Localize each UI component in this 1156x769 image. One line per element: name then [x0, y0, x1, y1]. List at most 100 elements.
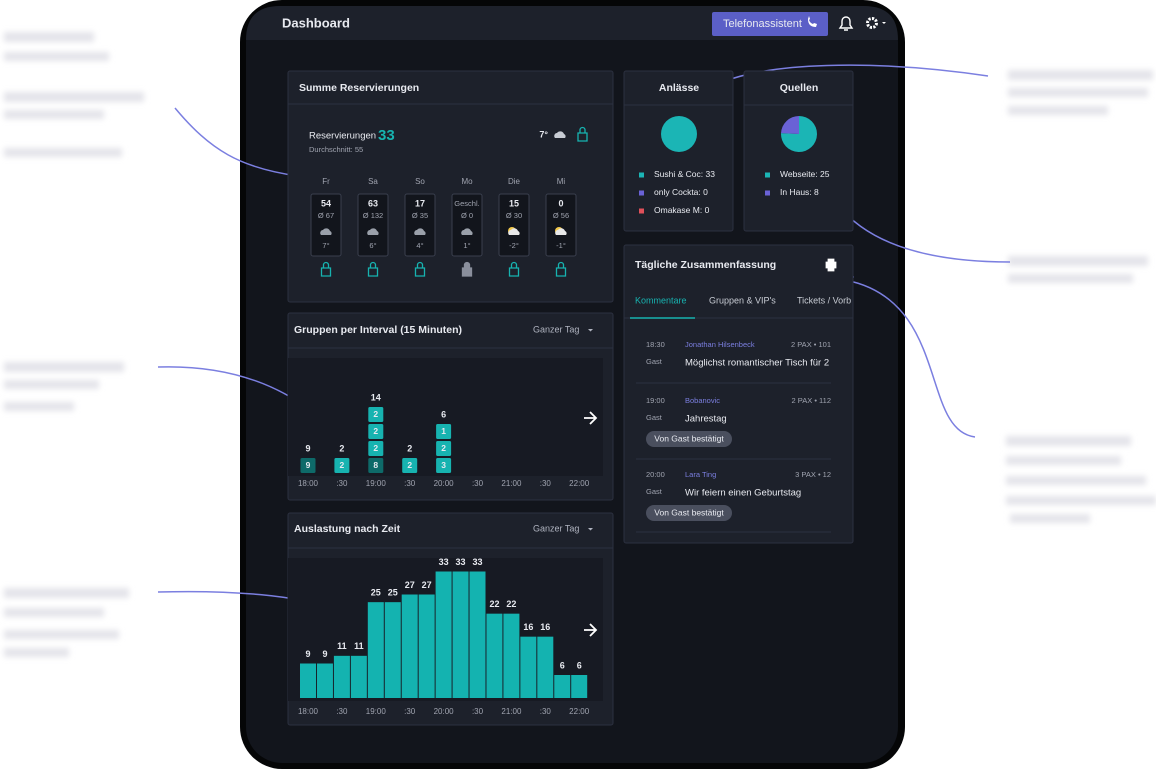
pie-slice: [781, 116, 799, 134]
lock-icon: [555, 261, 567, 277]
bar: [333, 655, 350, 698]
segment-label: 8: [373, 460, 378, 470]
day-label: Sa: [368, 177, 378, 186]
legend-name: Webseite: [780, 169, 816, 179]
bell-icon[interactable]: [838, 16, 854, 31]
segment-label: 3: [441, 460, 446, 470]
segment-label: 2: [441, 443, 446, 453]
role: Gast: [646, 487, 663, 496]
phone-button[interactable]: [712, 12, 828, 36]
legend-name: only Cockta: [654, 187, 699, 197]
value-label: 22: [506, 599, 516, 609]
temperature: -2°: [509, 241, 519, 250]
print-icon[interactable]: [825, 258, 837, 272]
legend-value: 0: [705, 205, 710, 215]
tab[interactable]: Kommentare: [635, 295, 687, 305]
legend-name: In Haus: [780, 187, 809, 197]
value-label: 11: [354, 641, 364, 651]
value-label: 25: [371, 588, 381, 598]
card-title: Gruppen per Interval (15 Minuten): [294, 324, 462, 336]
guest-name: Bobanovic: [685, 396, 720, 405]
legend-separator: :: [700, 205, 705, 215]
x-tick-label: 22:00: [569, 479, 590, 488]
total-label: 2: [339, 443, 344, 453]
x-tick-label: :30: [404, 479, 416, 488]
cloud-icon: [554, 131, 566, 138]
average: Ø 56: [553, 211, 569, 220]
card-title: Anlässe: [659, 82, 699, 94]
cloud-icon: [367, 228, 379, 235]
badge: [646, 505, 732, 521]
day-tile: [451, 193, 483, 257]
lock-icon: [367, 261, 379, 277]
filter[interactable]: Ganzer Tag: [533, 324, 579, 334]
button-label[interactable]: Telefonassistent: [723, 18, 802, 30]
x-tick-label: :30: [336, 479, 348, 488]
value-label: 9: [305, 649, 310, 659]
x-tick-label: 20:00: [434, 707, 455, 716]
next-arrow[interactable]: [584, 623, 598, 637]
comment: Jahrestag: [685, 414, 727, 425]
bar: [503, 613, 520, 698]
segment: [368, 407, 384, 422]
cloud-icon: [508, 228, 520, 235]
pax: 3 PAX • 12: [795, 470, 831, 479]
segment: [402, 458, 418, 473]
temperature: 1°: [463, 241, 470, 250]
next-arrow[interactable]: [584, 411, 598, 425]
legend-name: Omakase M: [654, 205, 700, 215]
legend-name: Sushi & Coc: [654, 169, 702, 179]
segment: [300, 458, 316, 473]
card-title: Summe Reservierungen: [299, 82, 419, 94]
legend-separator: :: [701, 169, 706, 179]
guest-name: Jonathan Hilsenbeck: [685, 340, 755, 349]
temperature: -1°: [556, 241, 566, 250]
segment-label: 2: [373, 409, 378, 419]
cloud-icon: [461, 228, 473, 235]
legend-swatch: [639, 172, 644, 178]
badge: [646, 431, 732, 447]
legend-separator: :: [809, 187, 814, 197]
segment: [436, 424, 452, 439]
guest-name: Lara Ting: [685, 470, 716, 479]
value-label: 11: [337, 641, 347, 651]
legend-swatch: [639, 208, 644, 214]
total: 33: [378, 127, 395, 144]
lock-icon: [577, 126, 588, 142]
bar: [571, 675, 588, 698]
total-label: 14: [371, 392, 381, 402]
value-label: 16: [523, 622, 533, 632]
value-label: 33: [472, 557, 482, 567]
gear-icon[interactable]: [866, 17, 878, 29]
lock-icon: [320, 261, 332, 277]
lock-icon: [461, 261, 473, 277]
average: Ø 35: [412, 211, 428, 220]
filter[interactable]: Ganzer Tag: [533, 523, 579, 533]
segment: [368, 458, 384, 473]
value-label: 25: [388, 588, 398, 598]
value-label: 22: [489, 599, 499, 609]
value-label: 33: [439, 557, 449, 567]
legend-value: 8: [814, 187, 819, 197]
count: 15: [509, 198, 519, 208]
tab[interactable]: Gruppen & VIP's: [709, 295, 776, 305]
value-label: 33: [456, 557, 466, 567]
x-tick-label: 18:00: [298, 707, 319, 716]
legend-entry: Webseite: 25: [780, 169, 830, 179]
legend-value: 25: [820, 169, 830, 179]
segment: [436, 458, 452, 473]
bar: [452, 571, 469, 698]
card-title: Tägliche Zusammenfassung: [635, 259, 776, 271]
segment: [368, 441, 384, 456]
segment-label: 2: [407, 460, 412, 470]
role: Gast: [646, 357, 663, 366]
comment: Möglichst romantischer Tisch für 2: [685, 358, 829, 369]
bar: [520, 636, 537, 698]
temperature: 7°: [322, 241, 329, 250]
tab[interactable]: Tickets / Vorb: [797, 295, 851, 305]
x-tick-label: 19:00: [366, 479, 387, 488]
page-title: Dashboard: [282, 15, 350, 30]
legend-separator: :: [698, 187, 703, 197]
bar: [350, 655, 367, 698]
